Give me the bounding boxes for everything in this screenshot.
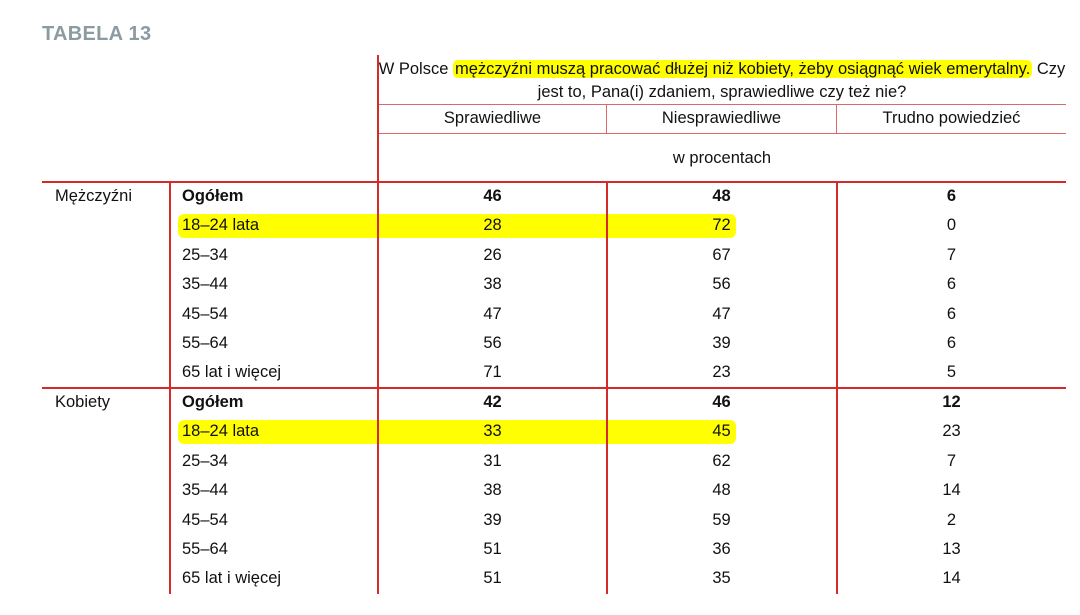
column-header-hard-to-say: Trudno powiedzieć [882, 109, 1021, 127]
table-row: 65 lat i więcej 71 23 5 [0, 358, 1080, 387]
divider [836, 104, 837, 134]
value-cell: 46 [483, 187, 502, 205]
unit-label: w procentach [672, 149, 772, 167]
value-cell: 48 [712, 481, 731, 500]
age-label: 18–24 lata [182, 422, 260, 441]
table-row: Mężczyźni Ogółem 46 48 6 [0, 182, 1080, 211]
column-header-unfair: Niesprawiedliwe [661, 109, 782, 127]
value-cell: 39 [712, 334, 731, 352]
value-cell: 5 [946, 363, 957, 382]
question-highlight: mężczyźni muszą pracować dłużej niż kobi… [452, 60, 1033, 78]
value-cell: 51 [483, 540, 502, 558]
value-cell: 46 [712, 393, 731, 411]
table-row: 65 lat i więcej 51 35 14 [0, 564, 1080, 593]
age-label: 45–54 [182, 304, 228, 323]
row-highlight [178, 214, 736, 239]
value-cell: 51 [483, 569, 502, 588]
value-cell: 13 [942, 540, 961, 558]
value-cell: 6 [946, 334, 957, 352]
value-cell: 7 [946, 245, 957, 264]
table-row: 45–54 39 59 2 [0, 506, 1080, 535]
divider [42, 387, 1066, 389]
table-row: 25–34 31 62 7 [0, 447, 1080, 476]
divider [169, 182, 171, 594]
divider [42, 181, 1066, 183]
table-row: 55–64 56 39 6 [0, 329, 1080, 358]
table-row: 25–34 26 67 7 [0, 241, 1080, 270]
value-cell: 62 [712, 451, 731, 470]
table-row: 45–54 47 47 6 [0, 300, 1080, 329]
age-label: 25–34 [182, 245, 228, 264]
table-row: 18–24 lata 33 45 23 [0, 417, 1080, 446]
value-cell: 71 [483, 363, 502, 382]
value-cell: 28 [483, 216, 502, 235]
age-label: 25–34 [182, 451, 228, 470]
value-cell: 38 [483, 481, 502, 500]
group-label: Mężczyźni [55, 187, 133, 205]
divider [378, 133, 1066, 134]
value-cell: 47 [483, 304, 502, 323]
divider [606, 104, 607, 134]
table-row: 35–44 38 48 14 [0, 476, 1080, 505]
age-label: 18–24 lata [182, 216, 260, 235]
age-label: 65 lat i więcej [182, 363, 282, 382]
table-row: 55–64 51 36 13 [0, 535, 1080, 564]
table-row: Kobiety Ogółem 42 46 12 [0, 388, 1080, 417]
divider [836, 182, 838, 594]
value-cell: 45 [712, 422, 731, 441]
value-cell: 56 [712, 275, 731, 294]
table-title: TABELA 13 [42, 23, 152, 45]
age-label: 65 lat i więcej [182, 569, 282, 588]
age-label: Ogółem [182, 187, 244, 205]
age-label: Ogółem [182, 393, 244, 411]
table-row: 35–44 38 56 6 [0, 270, 1080, 299]
value-cell: 31 [483, 451, 502, 470]
value-cell: 0 [946, 216, 957, 235]
value-cell: 33 [483, 422, 502, 441]
value-cell: 6 [946, 275, 957, 294]
value-cell: 56 [483, 334, 502, 352]
divider [377, 55, 379, 594]
value-cell: 47 [712, 304, 731, 323]
divider [378, 104, 1066, 105]
value-cell: 39 [483, 510, 502, 529]
value-cell: 6 [946, 304, 957, 323]
question-suffix: Czy jest to, Pana(i) zdaniem, sprawiedli… [537, 60, 1066, 101]
table-row: 18–24 lata 28 72 0 [0, 211, 1080, 240]
value-cell: 26 [483, 245, 502, 264]
value-cell: 38 [483, 275, 502, 294]
value-cell: 23 [712, 363, 731, 382]
group-label: Kobiety [55, 393, 111, 411]
value-cell: 48 [712, 187, 731, 205]
value-cell: 72 [712, 216, 731, 235]
age-label: 35–44 [182, 481, 228, 500]
value-cell: 35 [712, 569, 731, 588]
age-label: 55–64 [182, 540, 228, 558]
value-cell: 59 [712, 510, 731, 529]
value-cell: 14 [942, 569, 961, 588]
value-cell: 12 [942, 393, 961, 411]
value-cell: 23 [942, 422, 961, 441]
value-cell: 7 [946, 451, 957, 470]
age-label: 45–54 [182, 510, 228, 529]
value-cell: 42 [483, 393, 502, 411]
value-cell: 2 [946, 510, 957, 529]
value-cell: 36 [712, 540, 731, 558]
value-cell: 14 [942, 481, 961, 500]
column-header-fair: Sprawiedliwe [443, 109, 542, 127]
question-prefix: W Polsce [378, 60, 453, 78]
row-highlight [178, 420, 736, 445]
divider [606, 182, 608, 594]
question-text: W Polsce mężczyźni muszą pracować dłużej… [378, 58, 1066, 104]
age-label: 55–64 [182, 334, 228, 352]
age-label: 35–44 [182, 275, 228, 294]
value-cell: 67 [712, 245, 731, 264]
value-cell: 6 [946, 187, 957, 205]
